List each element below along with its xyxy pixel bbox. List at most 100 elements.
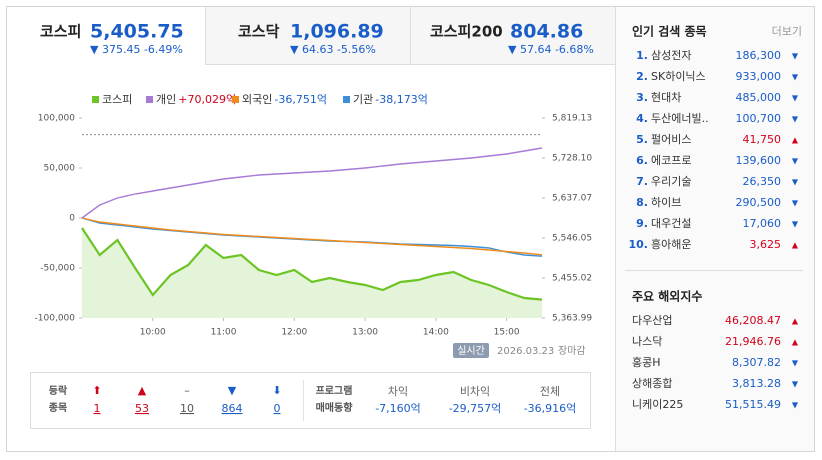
stock-name[interactable]: 두산에너빌.. [651,112,709,125]
legend-name: 개인 [156,93,176,106]
y2-tick-label: 5,728.10 [552,154,592,164]
index-name[interactable]: 다우산업 [632,314,672,327]
stock-dir: ▲ [792,241,799,250]
stock-price: 100,700 [736,112,782,125]
stock-price: 26,350 [743,175,782,188]
breadth-count[interactable]: 1 [94,402,101,415]
stock-dir: ▼ [792,52,799,61]
index-name[interactable]: 상해종합 [632,376,672,390]
breadth-count[interactable]: 53 [135,402,149,415]
status-badge: 실시간 [457,345,485,357]
stock-dir: ▼ [792,220,799,229]
tab-name[interactable]: 코스피 [40,23,81,41]
overseas-title: 주요 해외지수 [632,289,702,304]
stock-price: 186,300 [736,49,782,62]
stock-price: 139,600 [736,154,782,167]
legend-swatch [343,96,350,103]
x-tick-label: 11:00 [211,328,237,338]
y2-tick-label: 5,363.99 [552,314,592,324]
index-dir: ▲ [792,317,799,326]
rank: 9. [636,217,648,230]
tab-change: ▼ 375.45 -6.49% [90,43,183,56]
area [82,228,542,318]
breadth-count[interactable]: 864 [222,402,243,415]
stock-name[interactable]: 펄어비스 [651,133,691,146]
x-tick-label: 10:00 [140,328,166,338]
tab-value[interactable]: 804.86 [510,21,583,43]
rank: 3. [636,91,648,104]
index-value: 46,208.47 [725,314,781,327]
stock-name[interactable]: 흥아해운 [651,237,691,251]
breadth-title: 등락 [49,385,68,397]
x-tick-label: 12:00 [281,328,307,338]
stock-price: 17,060 [743,217,782,230]
legend-name: 코스피 [102,93,132,106]
stock-dir: ▲ [792,136,799,145]
program-value: -7,160억 [375,402,421,415]
breadth-count[interactable]: 10 [180,402,194,415]
index-dir: ▼ [792,380,799,389]
rank: 8. [636,196,648,209]
line [81,227,543,301]
y-tick-label: 50,000 [44,164,76,174]
program-title: 매매동향 [316,401,354,414]
breadth-count[interactable]: 0 [274,402,281,415]
more-link[interactable]: 더보기 [772,25,802,38]
index-name[interactable]: 홍콩H [632,355,661,369]
index-name[interactable]: 니케이225 [632,398,683,411]
y2-tick-label: 5,455.02 [552,273,592,283]
stock-name[interactable]: 우리기술 [651,175,691,188]
stock-dir: ▼ [792,199,799,208]
y2-tick-label: 5,819.13 [552,114,592,124]
stock-price: 41,750 [743,133,782,146]
index-value: 51,515.49 [725,398,781,411]
tab-name[interactable]: 코스닥 [238,23,280,41]
stock-dir: ▼ [792,115,799,124]
y-tick-label: 0 [69,214,75,224]
status-state: 장마감 [558,345,586,357]
legend-value: +70,029억 [178,93,236,106]
stock-name[interactable]: 삼성전자 [651,49,691,62]
breadth-icon: ▼ [228,384,237,397]
tab-value[interactable]: 1,096.89 [290,21,384,43]
stock-price: 3,625 [750,238,782,251]
breadth-icon: ▲ [138,384,147,397]
breadth-title: 종목 [49,402,67,414]
tab-name[interactable]: 코스피200 [430,23,503,41]
stock-dir: ▼ [792,73,799,82]
legend-value: -36,751억 [274,93,327,106]
index-value: 3,813.28 [732,377,781,390]
stock-name[interactable]: 대우건설 [651,217,691,230]
index-dir: ▲ [792,338,799,347]
stock-name[interactable]: 에코프로 [651,154,691,167]
legend-name: 기관 [353,93,373,106]
stock-name[interactable]: SK하이닉스 [651,69,706,83]
program-label: 비차익 [460,385,490,398]
legend-value: -38,173억 [375,93,428,106]
program-title: 프로그램 [316,385,353,397]
y-tick-label: 100,000 [38,114,75,124]
program-value: -36,916억 [524,402,577,415]
tab-change: ▼ 64.63 -5.56% [290,43,376,56]
y-tick-label: -50,000 [40,264,75,274]
side-panel [616,7,814,451]
legend-swatch [232,96,239,103]
stock-price: 933,000 [736,70,782,83]
stock-name[interactable]: 하이브 [651,195,681,209]
index-value: 21,946.76 [725,335,781,348]
index-value: 8,307.82 [732,356,781,369]
y2-tick-label: 5,546.05 [552,233,592,243]
y2-tick-label: 5,637.07 [552,194,592,204]
breadth-icon: – [184,384,190,397]
status-date: 2026.03.23 [497,346,554,357]
rank: 10. [629,238,649,251]
stock-dir: ▼ [792,178,799,187]
index-name[interactable]: 나스닥 [632,335,662,348]
tab-value[interactable]: 5,405.75 [90,21,184,43]
x-tick-label: 15:00 [494,328,520,338]
stats-box [30,372,591,429]
legend-swatch [146,96,153,103]
stock-dir: ▼ [792,157,799,166]
stock-name[interactable]: 현대차 [651,91,681,104]
